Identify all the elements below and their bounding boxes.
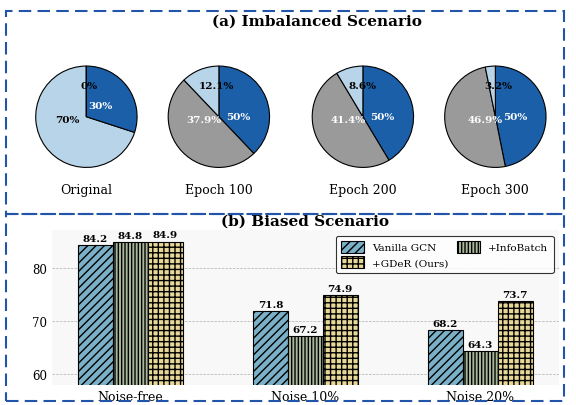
Legend: Vanilla GCN, +GDeR (Ours), +InfoBatch: Vanilla GCN, +GDeR (Ours), +InfoBatch [336,236,554,273]
Bar [78,246,113,405]
Wedge shape [337,67,363,117]
Title: (b) Biased Scenario: (b) Biased Scenario [221,214,389,228]
Wedge shape [219,67,270,154]
Text: 8.6%: 8.6% [349,82,377,91]
Wedge shape [36,67,135,168]
Text: 37.9%: 37.9% [186,115,221,124]
Wedge shape [485,67,495,117]
Bar [148,242,183,405]
Text: 46.9%: 46.9% [468,115,503,124]
Wedge shape [312,74,389,168]
Wedge shape [86,67,137,133]
Text: 30%: 30% [89,102,113,111]
Text: 50%: 50% [503,113,528,122]
Text: 64.3: 64.3 [468,340,492,349]
Bar [253,311,288,405]
Text: 71.8: 71.8 [257,301,283,309]
Text: 84.8: 84.8 [118,231,143,241]
Text: 68.2: 68.2 [433,320,458,328]
Text: 0%: 0% [81,82,97,91]
Bar [113,243,148,405]
Text: 3.2%: 3.2% [484,82,512,91]
Bar [427,330,463,405]
Wedge shape [445,68,505,168]
Wedge shape [495,67,546,167]
Title: Epoch 300: Epoch 300 [461,183,529,196]
Text: 50%: 50% [226,113,250,122]
Text: 41.4%: 41.4% [331,115,366,124]
Bar [498,301,532,405]
Text: 84.9: 84.9 [153,231,178,240]
Text: (a) Imbalanced Scenario: (a) Imbalanced Scenario [212,14,422,28]
Bar [288,336,323,405]
Wedge shape [168,81,254,168]
Text: 67.2: 67.2 [293,325,318,334]
Text: 12.1%: 12.1% [199,82,234,91]
Title: Epoch 100: Epoch 100 [185,183,253,196]
Title: Original: Original [60,183,112,196]
Text: 50%: 50% [370,113,394,122]
Wedge shape [184,67,219,117]
Text: 84.2: 84.2 [83,234,108,243]
Text: 74.9: 74.9 [328,284,353,293]
Bar [463,351,498,405]
Wedge shape [363,67,414,161]
Text: 73.7: 73.7 [502,290,528,299]
Title: Epoch 200: Epoch 200 [329,183,397,196]
Text: 70%: 70% [55,115,79,124]
Bar [323,295,358,405]
